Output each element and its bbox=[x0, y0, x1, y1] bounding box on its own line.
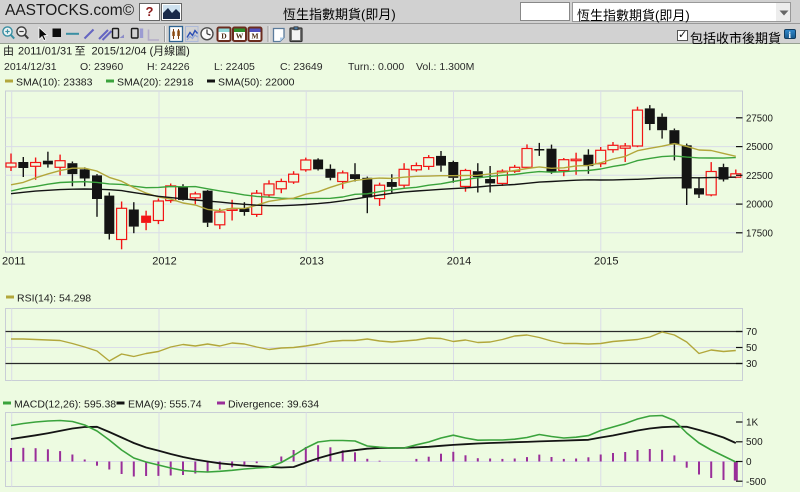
svg-text:2013: 2013 bbox=[299, 256, 323, 268]
svg-text:25000: 25000 bbox=[746, 142, 774, 153]
svg-text:2015/12/04: 2015/12/04 bbox=[92, 46, 147, 58]
svg-text:RSI(14): 54.298: RSI(14): 54.298 bbox=[17, 293, 91, 305]
svg-text:2014: 2014 bbox=[447, 256, 471, 268]
svg-text:SMA(50): 22000: SMA(50): 22000 bbox=[218, 77, 295, 89]
svg-text:SMA(20): 22918: SMA(20): 22918 bbox=[117, 77, 194, 89]
svg-text:Turn.: 0.000: Turn.: 0.000 bbox=[348, 61, 404, 73]
svg-text:-500: -500 bbox=[746, 477, 766, 488]
svg-text:2011/01/31: 2011/01/31 bbox=[18, 46, 72, 58]
svg-text:EMA(9): 555.74: EMA(9): 555.74 bbox=[128, 399, 202, 411]
svg-text:20000: 20000 bbox=[746, 200, 774, 211]
svg-text:M: M bbox=[251, 32, 258, 41]
svg-text:Vol.: 1.300M: Vol.: 1.300M bbox=[416, 61, 474, 73]
svg-text:2014/12/31: 2014/12/31 bbox=[4, 61, 57, 73]
svg-text:17500: 17500 bbox=[746, 228, 774, 239]
svg-text:2015: 2015 bbox=[594, 256, 618, 268]
svg-text:L: 22405: L: 22405 bbox=[214, 61, 255, 73]
svg-text:2012: 2012 bbox=[152, 256, 176, 268]
svg-text:至: 至 bbox=[75, 46, 86, 58]
svg-text:22500: 22500 bbox=[746, 171, 774, 182]
svg-text:C: 23649: C: 23649 bbox=[280, 61, 323, 73]
svg-text:Divergence: 39.634: Divergence: 39.634 bbox=[228, 399, 319, 411]
svg-text:W: W bbox=[236, 32, 244, 41]
svg-text:SMA(10): 23383: SMA(10): 23383 bbox=[16, 77, 93, 89]
svg-text:500: 500 bbox=[746, 437, 763, 448]
svg-text:0: 0 bbox=[746, 457, 752, 468]
svg-text:H: 24226: H: 24226 bbox=[147, 61, 190, 73]
svg-text:MACD(12,26): 595.38: MACD(12,26): 595.38 bbox=[14, 399, 116, 411]
svg-text:(月線圖): (月線圖) bbox=[150, 44, 190, 58]
svg-text:1K: 1K bbox=[746, 418, 759, 429]
svg-text:50: 50 bbox=[746, 343, 758, 354]
svg-text:27500: 27500 bbox=[746, 113, 774, 124]
svg-text:30: 30 bbox=[746, 359, 758, 370]
svg-text:2011: 2011 bbox=[2, 256, 26, 268]
svg-text:由: 由 bbox=[3, 44, 14, 58]
svg-text:D: D bbox=[221, 32, 227, 41]
svg-text:70: 70 bbox=[746, 327, 758, 338]
svg-text:O: 23960: O: 23960 bbox=[80, 61, 123, 73]
